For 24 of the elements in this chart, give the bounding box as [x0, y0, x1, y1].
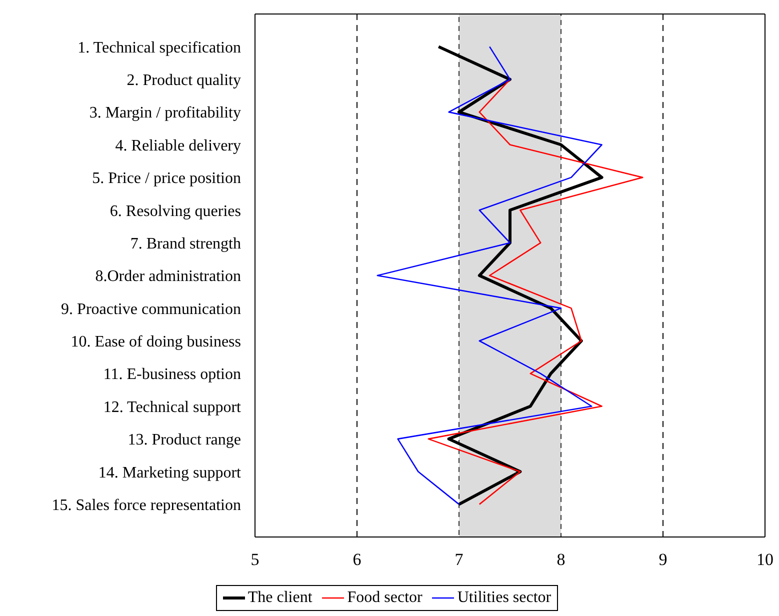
legend-label: Food sector: [347, 588, 422, 608]
y-tick-label: 7. Brand strength: [130, 235, 241, 252]
x-tick-label: 7: [454, 550, 464, 570]
x-tick-label: 5: [250, 550, 260, 570]
y-tick-label: 11. E-business option: [103, 366, 241, 384]
y-tick-label: 3. Margin / profitability: [89, 104, 241, 122]
y-tick-label: 5. Price / price position: [92, 170, 241, 188]
x-tick-label: 10: [756, 550, 774, 570]
y-tick-label: 13. Product range: [128, 432, 241, 449]
y-tick-label: 4. Reliable delivery: [115, 137, 241, 154]
y-tick-label: 10. Ease of doing business: [70, 334, 241, 351]
y-tick-label: 9. Proactive communication: [61, 300, 241, 318]
x-tick-label: 8: [556, 550, 566, 570]
y-tick-label: 2. Product quality: [126, 72, 241, 90]
legend-label: Utilities sector: [457, 588, 552, 608]
x-tick-label: 9: [658, 550, 668, 570]
y-tick-label: 12. Technical support: [103, 398, 242, 416]
y-tick-label: 8.Order administration: [95, 268, 241, 286]
legend-label: The client: [248, 588, 312, 608]
y-tick-label: 14. Marketing support: [98, 464, 242, 482]
y-tick-label: 15. Sales force representation: [52, 496, 241, 514]
y-tick-label: 6. Resolving queries: [110, 202, 241, 220]
y-tick-label: 1. Technical specification: [78, 39, 241, 56]
x-tick-label: 6: [352, 550, 362, 570]
